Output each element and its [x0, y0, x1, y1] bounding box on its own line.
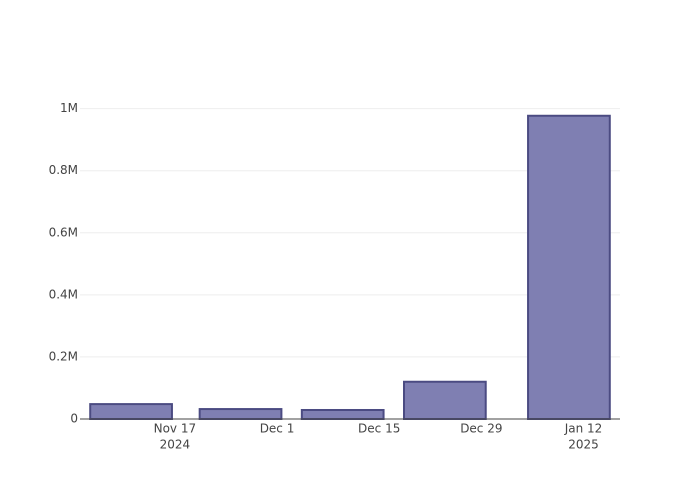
bar [198, 408, 283, 421]
y-tick-label: 0.8M [49, 163, 78, 177]
y-tick-label: 0.4M [49, 287, 78, 301]
bar [89, 403, 173, 421]
x-tick-label: Dec 15 [358, 422, 400, 436]
x-tick-label: Dec 1 [260, 422, 295, 436]
bar [527, 114, 611, 420]
x-tick-year: 2025 [568, 438, 599, 452]
x-tick-label: Dec 29 [460, 422, 502, 436]
x-tick-label: Jan 12 [564, 422, 603, 436]
y-tick-label: 0 [70, 412, 78, 426]
y-tick-label: 0.2M [49, 349, 78, 363]
x-tick-label: Nov 17 [154, 422, 197, 436]
bar [300, 408, 385, 420]
y-tick-label: 1M [60, 101, 78, 115]
y-tick-label: 0.6M [49, 225, 78, 239]
bar [403, 380, 487, 421]
x-tick-year: 2024 [160, 438, 191, 452]
